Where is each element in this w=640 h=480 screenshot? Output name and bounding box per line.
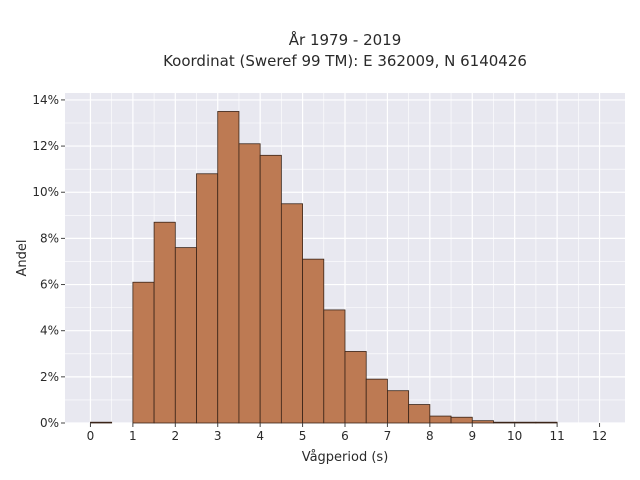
histogram-bar <box>302 258 325 424</box>
histogram-bar <box>132 281 155 424</box>
bars <box>90 111 558 424</box>
histogram-bar <box>323 309 346 424</box>
y-tick-label: 8% <box>40 231 59 245</box>
histogram-bar <box>493 421 516 424</box>
x-tick-label: 12 <box>592 429 607 443</box>
histogram-bar <box>514 421 537 424</box>
y-tick-label: 12% <box>32 139 59 153</box>
chart-title-line2: Koordinat (Sweref 99 TM): E 362009, N 61… <box>163 52 527 70</box>
x-tick-labels: 0 1 2 3 4 5 6 7 8 9 10 11 12 <box>87 423 607 443</box>
x-axis-label: Vågperiod (s) <box>302 450 389 465</box>
histogram-bar <box>365 378 388 424</box>
histogram-bar <box>238 143 261 424</box>
histogram-bar <box>450 416 473 424</box>
chart-title-line1: År 1979 - 2019 <box>289 30 402 49</box>
x-tick-label: 3 <box>214 429 222 443</box>
histogram-bar <box>471 420 494 424</box>
y-tick-labels: 0% 2% 4% 6% 8% 10% 12% 14% <box>32 93 65 430</box>
x-tick-label: 4 <box>256 429 264 443</box>
y-tick-label: 0% <box>40 416 59 430</box>
histogram-bar <box>535 421 558 424</box>
y-tick-label: 10% <box>32 185 59 199</box>
histogram-bar <box>90 421 113 424</box>
histogram-bar <box>429 415 452 424</box>
histogram-bar <box>408 404 431 424</box>
y-tick-label: 2% <box>40 370 59 384</box>
x-tick-label: 11 <box>549 429 564 443</box>
histogram-bar <box>259 154 282 424</box>
x-tick-label: 9 <box>468 429 476 443</box>
y-tick-label: 14% <box>32 93 59 107</box>
histogram-bar <box>344 351 367 424</box>
histogram-bar <box>196 173 219 424</box>
histogram-bar <box>217 111 240 424</box>
x-tick-label: 8 <box>426 429 434 443</box>
x-tick-label: 10 <box>507 429 522 443</box>
histogram-bar <box>153 221 176 424</box>
histogram-bar <box>280 203 303 424</box>
x-tick-label: 6 <box>341 429 349 443</box>
x-tick-label: 7 <box>384 429 392 443</box>
x-tick-label: 5 <box>299 429 307 443</box>
y-tick-label: 6% <box>40 278 59 292</box>
x-tick-label: 1 <box>129 429 137 443</box>
histogram-bar <box>387 390 410 424</box>
histogram-bar <box>174 247 197 424</box>
y-tick-label: 4% <box>40 324 59 338</box>
y-axis-label: Andel <box>15 240 30 277</box>
x-tick-label: 2 <box>171 429 179 443</box>
x-tick-label: 0 <box>87 429 95 443</box>
